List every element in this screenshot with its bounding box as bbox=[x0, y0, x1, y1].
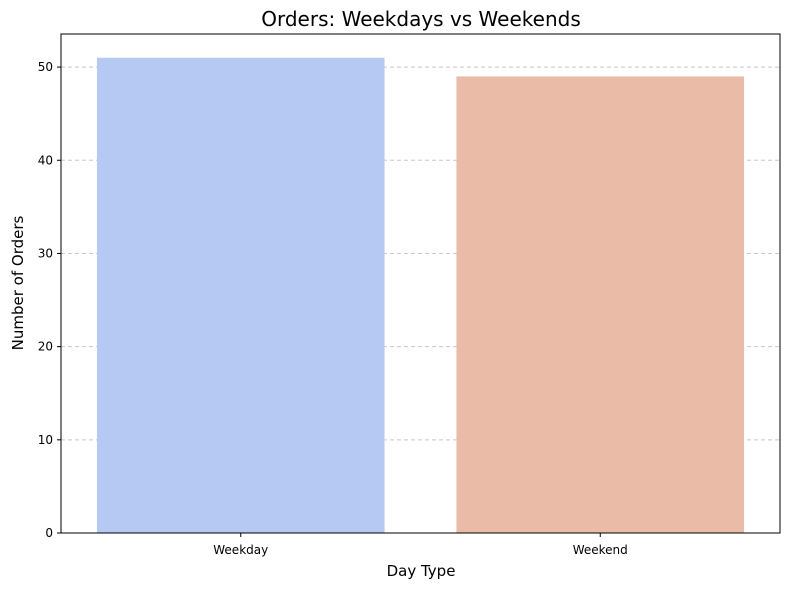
chart-title: Orders: Weekdays vs Weekends bbox=[261, 7, 581, 31]
x-tick-label-weekend: Weekend bbox=[573, 543, 628, 557]
x-axis-ticks: Weekday Weekend bbox=[213, 533, 628, 557]
y-tick-label-40: 40 bbox=[38, 153, 53, 167]
y-tick-label-30: 30 bbox=[38, 246, 53, 260]
bar-weekend bbox=[456, 76, 745, 534]
y-tick-label-0: 0 bbox=[45, 526, 53, 540]
y-tick-label-50: 50 bbox=[38, 60, 53, 74]
y-axis-label: Number of Orders bbox=[9, 215, 27, 350]
bars bbox=[96, 57, 745, 534]
y-tick-label-10: 10 bbox=[38, 433, 53, 447]
bar-weekday bbox=[96, 57, 385, 534]
plot-frame bbox=[60, 33, 781, 534]
x-tick-label-weekday: Weekday bbox=[213, 543, 268, 557]
y-axis-ticks: 0 10 20 30 40 50 bbox=[38, 60, 61, 540]
x-axis-label: Day Type bbox=[387, 562, 456, 580]
y-tick-label-20: 20 bbox=[38, 340, 53, 354]
